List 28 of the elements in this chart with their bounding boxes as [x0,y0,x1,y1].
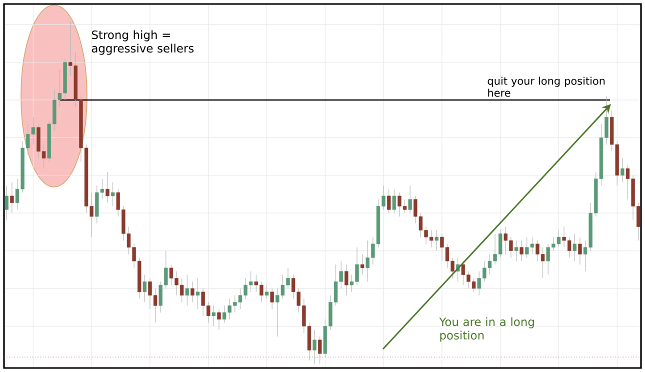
candlestick [620,158,624,183]
candlestick [434,230,438,252]
candlestick [408,185,412,214]
annotation: Strong high = aggressive sellers [92,30,194,55]
candlestick [318,336,322,364]
candlestick [514,240,518,262]
ref-line-label: quit your long position here [488,76,605,97]
candlestick [212,305,216,326]
candlestick [360,254,364,276]
candlestick [572,233,577,262]
candlestick [387,188,391,214]
candlestick [185,274,189,306]
candlestick [578,236,582,265]
candlestick [110,182,115,207]
candlestick [142,274,147,302]
candlestick [196,278,200,310]
candlestick [10,182,14,214]
candlestick [190,281,194,302]
candlestick [270,288,274,310]
candlestick [392,188,396,214]
candlestick [344,264,348,296]
candlestick [106,172,110,204]
candlestick [264,284,269,300]
candlestick [4,185,9,220]
candlestick [312,329,316,364]
annotation: You are in a long position [439,317,534,342]
candlestick [520,240,524,262]
candlestick [217,308,221,330]
